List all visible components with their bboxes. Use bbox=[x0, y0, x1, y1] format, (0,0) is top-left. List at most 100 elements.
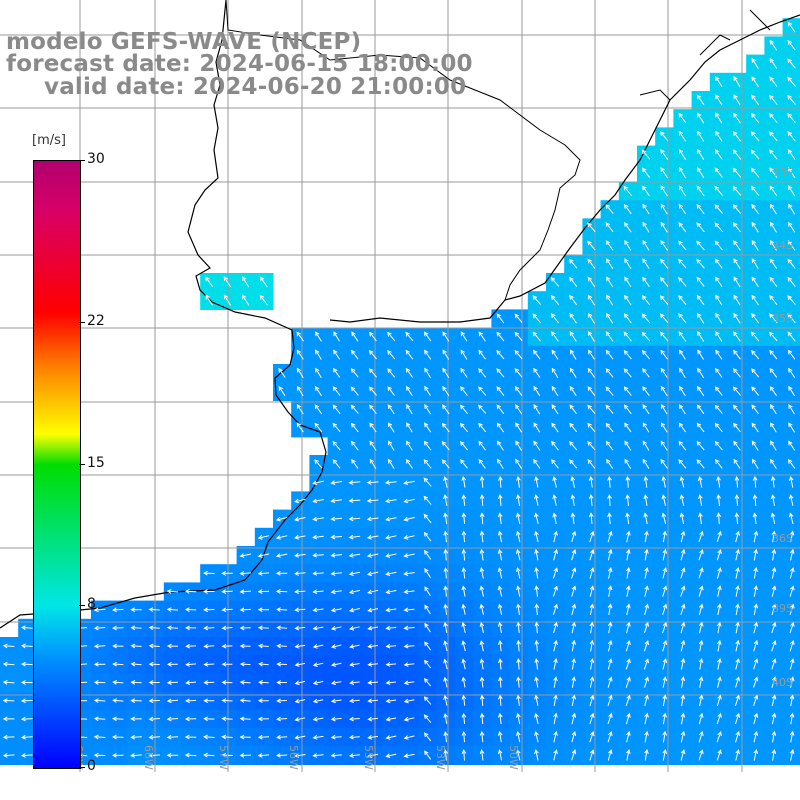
wind-arrow bbox=[571, 694, 576, 707]
wind-arrow bbox=[753, 676, 759, 688]
wind-arrow bbox=[734, 694, 740, 706]
wind-arrow bbox=[403, 735, 415, 740]
wind-arrow bbox=[330, 534, 343, 540]
wind-arrow bbox=[569, 367, 577, 378]
wind-arrow bbox=[626, 621, 631, 634]
wind-arrow bbox=[367, 589, 379, 595]
wind-arrow bbox=[589, 749, 595, 761]
wind-arrow bbox=[571, 549, 577, 561]
wind-arrow bbox=[148, 661, 160, 667]
wind-arrow bbox=[623, 386, 632, 396]
wind-arrow bbox=[367, 607, 379, 613]
wind-arrow bbox=[403, 498, 415, 504]
wind-arrow bbox=[403, 680, 415, 686]
wind-arrow bbox=[751, 386, 760, 396]
wind-arrow bbox=[406, 403, 413, 415]
wind-arrow bbox=[624, 440, 632, 451]
wind-arrow bbox=[496, 350, 505, 360]
wind-arrow bbox=[385, 643, 397, 649]
wind-arrow bbox=[787, 149, 796, 160]
wind-arrow bbox=[571, 585, 577, 597]
wind-arrow bbox=[716, 549, 722, 561]
wind-arrow bbox=[296, 422, 304, 433]
wind-arrow bbox=[369, 331, 377, 342]
wind-arrow bbox=[2, 661, 15, 667]
coastline-lagoons bbox=[639, 9, 771, 101]
wind-arrow bbox=[534, 530, 539, 543]
wind-arrow bbox=[294, 534, 306, 540]
wind-arrow bbox=[348, 607, 360, 613]
wind-arrow bbox=[550, 313, 559, 324]
wind-arrow bbox=[605, 404, 614, 414]
wind-arrow bbox=[696, 294, 705, 306]
wind-arrow bbox=[148, 698, 160, 704]
wind-arrow bbox=[751, 276, 759, 288]
wind-arrow bbox=[605, 368, 614, 378]
wind-arrow bbox=[641, 331, 651, 342]
wind-arrow bbox=[239, 571, 252, 576]
wind-arrow bbox=[367, 662, 378, 667]
wind-arrow bbox=[385, 662, 397, 667]
wind-arrow bbox=[678, 331, 687, 342]
wind-arrow bbox=[733, 76, 741, 88]
wind-arrow bbox=[607, 676, 613, 688]
wind-arrow bbox=[789, 585, 795, 597]
wind-arrow bbox=[2, 734, 15, 740]
wind-arrow bbox=[571, 676, 576, 688]
wind-arrow bbox=[423, 513, 432, 524]
wind-arrow bbox=[553, 694, 558, 706]
wind-arrow bbox=[278, 367, 286, 378]
wind-arrow bbox=[787, 331, 796, 342]
wind-arrow bbox=[678, 277, 687, 287]
wind-arrow bbox=[443, 749, 449, 761]
wind-arrow bbox=[385, 735, 397, 740]
wind-arrow bbox=[605, 440, 614, 451]
wind-arrow bbox=[662, 585, 668, 597]
wind-arrows bbox=[2, 21, 796, 761]
wind-arrow bbox=[497, 475, 503, 488]
wind-arrow bbox=[478, 368, 487, 378]
wind-arrow bbox=[678, 313, 687, 324]
wind-arrow bbox=[406, 440, 413, 451]
wind-arrow bbox=[276, 680, 287, 685]
wind-arrow bbox=[403, 553, 415, 558]
wind-arrow bbox=[461, 730, 467, 743]
wind-arrow bbox=[770, 458, 777, 469]
wind-arrow bbox=[679, 404, 686, 415]
wind-arrow bbox=[479, 621, 485, 634]
wind-arrow bbox=[698, 639, 704, 652]
wind-arrow bbox=[130, 625, 142, 631]
wind-arrow bbox=[314, 385, 322, 397]
wind-arrow bbox=[662, 748, 668, 761]
colorbar-tick bbox=[79, 321, 85, 323]
wind-arrow bbox=[769, 76, 778, 87]
wind-arrow bbox=[733, 94, 741, 106]
wind-arrow bbox=[623, 350, 632, 360]
wind-arrow bbox=[367, 680, 378, 685]
wind-arrow bbox=[516, 621, 521, 634]
wind-arrow bbox=[551, 331, 559, 342]
wind-arrow bbox=[607, 585, 613, 597]
wind-arrow bbox=[330, 698, 342, 704]
wind-arrow bbox=[479, 512, 485, 525]
wind-arrow bbox=[680, 639, 686, 652]
wind-arrow bbox=[387, 440, 395, 451]
latitude-label: 40S bbox=[772, 676, 793, 689]
wind-arrow bbox=[625, 694, 631, 706]
longitude-label: 50W bbox=[507, 745, 520, 770]
wind-arrow bbox=[697, 112, 705, 124]
wind-arrow bbox=[732, 222, 741, 233]
wind-arrow bbox=[659, 295, 669, 305]
colorbar-tick-label: 15 bbox=[87, 454, 105, 471]
wind-arrow bbox=[771, 694, 777, 707]
wind-arrow bbox=[369, 422, 377, 433]
wind-arrow bbox=[571, 603, 577, 616]
wind-arrow bbox=[571, 712, 577, 725]
wind-arrow bbox=[769, 203, 777, 215]
wind-arrow bbox=[185, 662, 197, 667]
wind-arrow bbox=[751, 440, 759, 451]
wind-arrow bbox=[496, 404, 505, 415]
wind-arrow bbox=[789, 730, 795, 743]
wind-arrow bbox=[516, 712, 521, 725]
wind-arrow bbox=[751, 57, 759, 69]
